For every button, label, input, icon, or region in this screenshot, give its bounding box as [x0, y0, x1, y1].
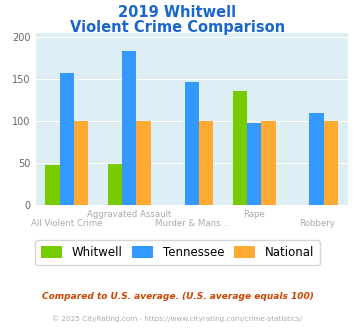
Bar: [324, 121, 338, 205]
Bar: [108, 164, 122, 205]
Text: Murder & Mans...: Murder & Mans...: [155, 219, 229, 228]
Bar: [199, 121, 213, 205]
Bar: [310, 113, 324, 205]
Legend: Whitwell, Tennessee, National: Whitwell, Tennessee, National: [35, 240, 320, 265]
Bar: [74, 121, 88, 205]
Bar: [233, 91, 247, 205]
Text: Aggravated Assault: Aggravated Assault: [87, 210, 171, 218]
Text: All Violent Crime: All Violent Crime: [31, 219, 103, 228]
Bar: [136, 121, 151, 205]
Text: Robbery: Robbery: [299, 219, 335, 228]
Bar: [60, 73, 74, 205]
Bar: [122, 51, 136, 205]
Bar: [261, 121, 276, 205]
Bar: [45, 165, 60, 205]
Text: © 2025 CityRating.com - https://www.cityrating.com/crime-statistics/: © 2025 CityRating.com - https://www.city…: [53, 315, 302, 322]
Text: Compared to U.S. average. (U.S. average equals 100): Compared to U.S. average. (U.S. average …: [42, 292, 313, 301]
Bar: [247, 122, 261, 205]
Bar: [185, 82, 199, 205]
Text: 2019 Whitwell: 2019 Whitwell: [119, 5, 236, 20]
Text: Violent Crime Comparison: Violent Crime Comparison: [70, 20, 285, 35]
Text: Rape: Rape: [243, 210, 265, 218]
